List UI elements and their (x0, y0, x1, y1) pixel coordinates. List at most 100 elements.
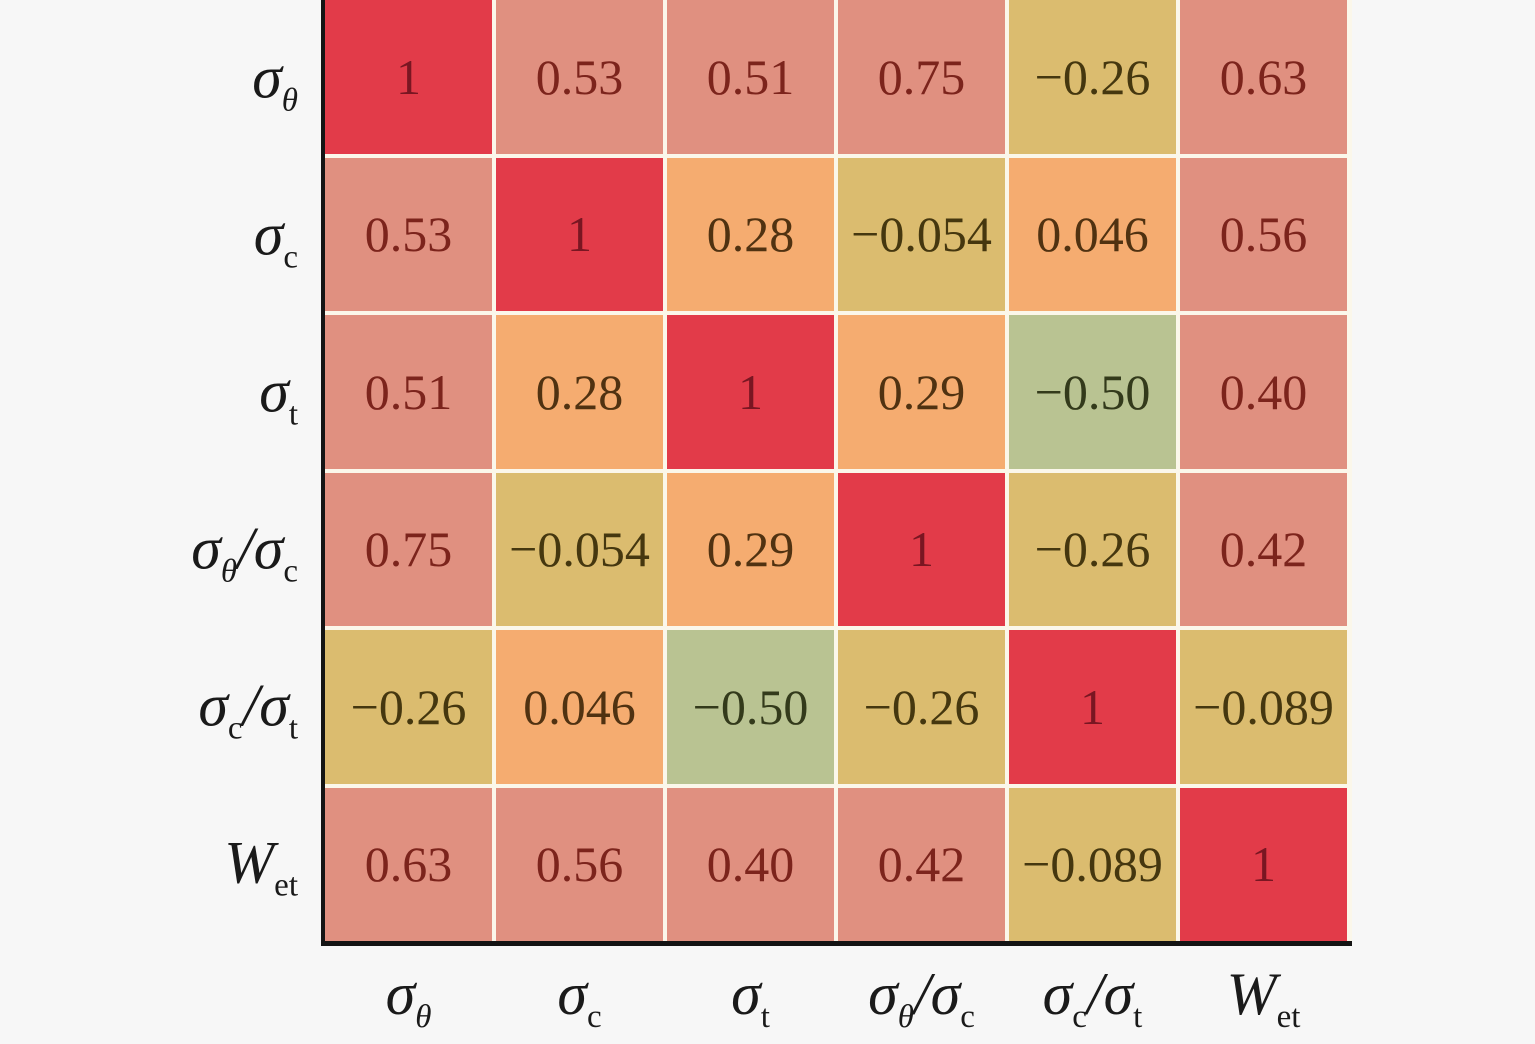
heatmap-cell-r4c1: 0.75 (325, 472, 492, 626)
cell-value: 0.40 (706, 836, 795, 893)
label-segment: c (586, 998, 602, 1035)
cell-value: −0.089 (1022, 836, 1163, 893)
label-segment: / (237, 515, 254, 582)
label-segment: c (283, 239, 298, 276)
cell-value: 1 (567, 206, 592, 263)
row-label-Wet: Wet (224, 828, 298, 902)
label-segment: t (760, 998, 770, 1035)
label-segment: σ (385, 960, 416, 1027)
cell-value: 0.53 (364, 206, 453, 263)
row-label-σc: σc (254, 201, 298, 275)
label-segment: t (288, 396, 298, 433)
label-segment: c (960, 998, 975, 1035)
label-segment: σ (198, 672, 228, 739)
label-segment: σ (930, 960, 961, 1027)
heatmap-cell-r4c5: −0.26 (1009, 472, 1176, 626)
heatmap-cell-r2c6: 0.56 (1180, 157, 1347, 311)
heatmap-cell-r2c2: 1 (496, 157, 663, 311)
heatmap-cell-r3c1: 0.51 (325, 315, 492, 469)
heatmap-plot-area: 1 0.53 0.51 0.75 −0.26 0.63 0.53 1 0.28 −0.054 0.0… (321, 0, 1352, 946)
cell-value: −0.26 (1034, 521, 1151, 578)
heatmap-cell-r3c6: 0.40 (1180, 315, 1347, 469)
label-segment: σ (259, 672, 289, 739)
heatmap-cell-r5c1: −0.26 (325, 630, 492, 784)
heatmap-cell-r3c2: 0.28 (496, 315, 663, 469)
label-segment: / (1086, 960, 1104, 1027)
col-label-σc/σt: σc/σt (1009, 948, 1176, 1040)
label-segment: W (1226, 960, 1277, 1027)
cell-value: 0.53 (535, 48, 624, 105)
heatmap-cell-r2c5: 0.046 (1009, 157, 1176, 311)
heatmap-cell-r4c3: 0.29 (667, 472, 834, 626)
heatmap-cell-r3c4: 0.29 (838, 315, 1005, 469)
row-label-σc/σt: σc/σt (198, 671, 298, 745)
label-segment: t (288, 710, 298, 747)
label-segment: θ (897, 998, 914, 1035)
cell-value: −0.26 (350, 678, 467, 735)
heatmap-cell-r6c4: 0.42 (838, 787, 1005, 941)
cell-value: 0.56 (535, 836, 624, 893)
label-segment: c (227, 710, 243, 747)
heatmap-cell-r4c2: −0.054 (496, 472, 663, 626)
heatmap-cell-r3c3: 1 (667, 315, 834, 469)
label-segment: / (242, 672, 260, 739)
heatmap-cell-r4c4: 1 (838, 472, 1005, 626)
heatmap-cell-r6c1: 0.63 (325, 787, 492, 941)
row-label-σθ: σθ (252, 44, 298, 118)
heatmap-cell-r5c4: −0.26 (838, 630, 1005, 784)
label-segment: / (913, 960, 931, 1027)
heatmap-cell-r1c3: 0.51 (667, 0, 834, 154)
cell-value: 0.046 (1036, 206, 1149, 263)
heatmap-cell-r3c5: −0.50 (1009, 315, 1176, 469)
row-label-σθ/σc: σθ/σc (191, 514, 298, 588)
label-segment: σ (1042, 960, 1073, 1027)
label-segment: θ (281, 82, 298, 119)
cell-value: 0.63 (364, 836, 453, 893)
heatmap-cell-r5c6: −0.089 (1180, 630, 1347, 784)
label-segment: et (274, 867, 298, 904)
cell-value: 0.75 (364, 521, 453, 578)
cell-value: 0.63 (1219, 48, 1308, 105)
cell-value: 1 (396, 48, 421, 105)
heatmap-cell-r2c3: 0.28 (667, 157, 834, 311)
heatmap-cell-r5c2: 0.046 (496, 630, 663, 784)
cell-value: 1 (1251, 836, 1276, 893)
cell-value: 1 (1080, 678, 1105, 735)
col-label-σc: σc (496, 948, 663, 1040)
heatmap-cell-r6c6: 1 (1180, 787, 1347, 941)
label-segment: W (224, 829, 275, 896)
cell-value: 0.51 (364, 363, 453, 420)
cell-value: 0.40 (1219, 363, 1308, 420)
cell-value: 0.28 (706, 206, 795, 263)
heatmap-cell-r1c6: 0.63 (1180, 0, 1347, 154)
heatmap-cell-r1c2: 0.53 (496, 0, 663, 154)
cell-value: 0.75 (877, 48, 966, 105)
label-segment: θ (415, 998, 432, 1035)
heatmap-cell-r2c1: 0.53 (325, 157, 492, 311)
cell-value: 0.42 (1219, 521, 1308, 578)
heatmap-cell-r6c5: −0.089 (1009, 787, 1176, 941)
row-label-σt: σt (259, 358, 298, 432)
cell-value: 1 (909, 521, 934, 578)
heatmap-cell-r1c5: −0.26 (1009, 0, 1176, 154)
label-segment: σ (259, 358, 289, 425)
label-segment: σ (731, 960, 761, 1027)
label-segment: θ (220, 553, 238, 590)
heatmap-cell-r6c2: 0.56 (496, 787, 663, 941)
label-segment: c (1072, 998, 1087, 1035)
cell-value: 1 (738, 363, 763, 420)
cell-value: −0.26 (863, 678, 980, 735)
label-segment: σ (191, 515, 221, 582)
cell-value: 0.29 (877, 363, 966, 420)
cell-value: −0.26 (1034, 48, 1151, 105)
y-axis-labels: σθ σc σt σθ/σc σc/σt Wet (0, 0, 308, 946)
label-segment: t (1133, 998, 1143, 1035)
cell-value: 0.046 (523, 678, 636, 735)
label-segment: σ (557, 960, 587, 1027)
cell-value: −0.089 (1193, 678, 1334, 735)
heatmap-cell-r6c3: 0.40 (667, 787, 834, 941)
col-label-σθ/σc: σθ/σc (838, 948, 1005, 1040)
heatmap-cell-r5c3: −0.50 (667, 630, 834, 784)
cell-value: −0.50 (692, 678, 809, 735)
cell-value: 0.51 (706, 48, 795, 105)
